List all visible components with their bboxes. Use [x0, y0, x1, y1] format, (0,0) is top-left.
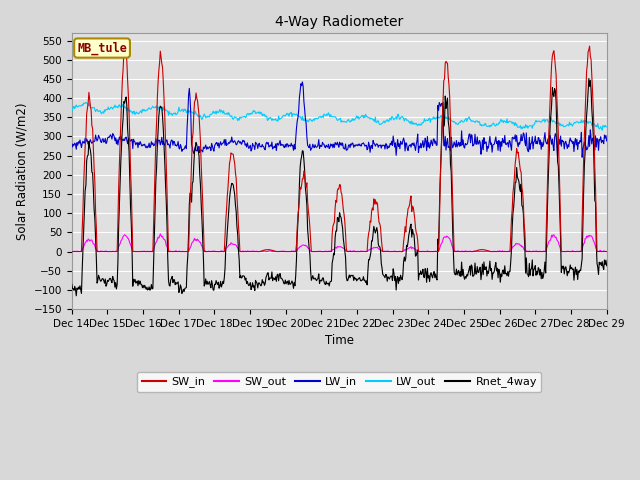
Title: 4-Way Radiometer: 4-Way Radiometer: [275, 15, 403, 29]
Text: MB_tule: MB_tule: [77, 41, 127, 55]
X-axis label: Time: Time: [324, 335, 354, 348]
Legend: SW_in, SW_out, LW_in, LW_out, Rnet_4way: SW_in, SW_out, LW_in, LW_out, Rnet_4way: [137, 372, 541, 392]
Y-axis label: Solar Radiation (W/m2): Solar Radiation (W/m2): [15, 102, 28, 240]
